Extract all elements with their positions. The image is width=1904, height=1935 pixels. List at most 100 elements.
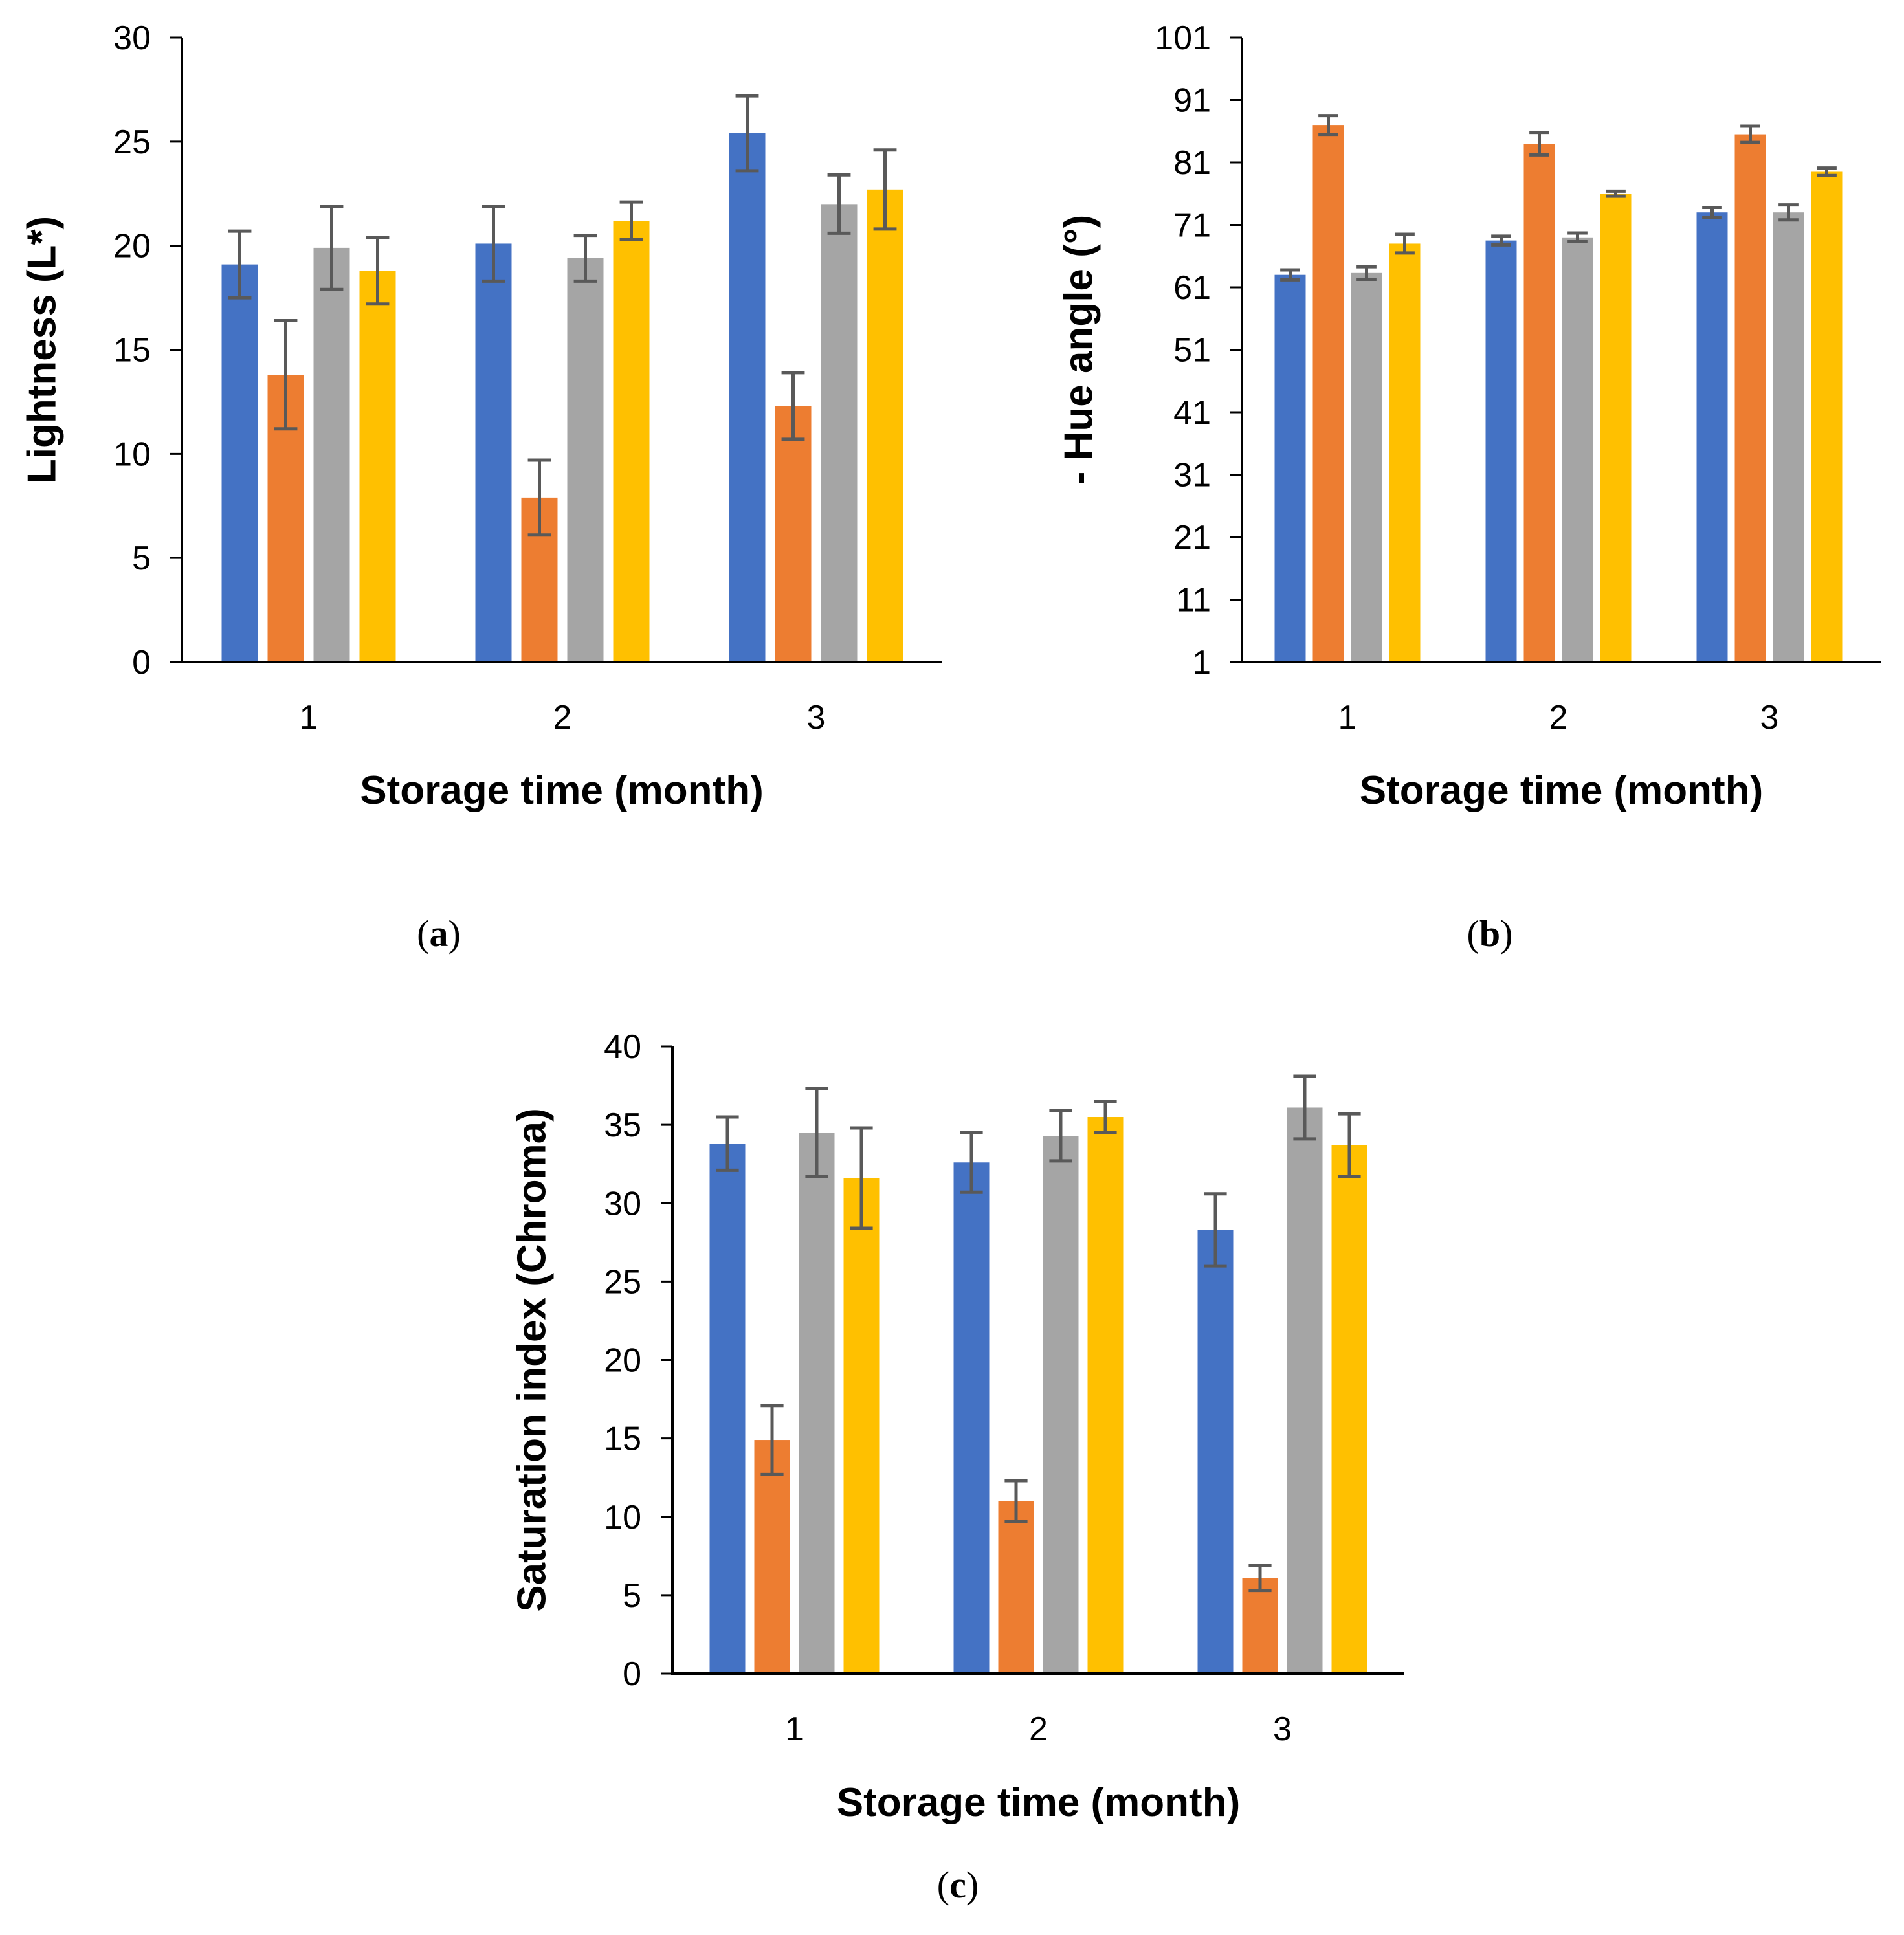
- error-bar-series-3-month-1: [1356, 265, 1377, 281]
- error-bar-series-3-month-3: [827, 173, 851, 235]
- bar-series-1-month-2: [1485, 240, 1517, 662]
- x-axis-title: Storage time (month): [1360, 768, 1763, 813]
- bar-series-3-month-1: [313, 247, 350, 663]
- error-bar-series-1-month-1: [228, 229, 252, 300]
- bar-series-3-month-2: [1043, 1136, 1079, 1674]
- y-tick-label: 30: [113, 19, 151, 57]
- error-bar-series-3-month-1: [805, 1087, 828, 1178]
- bar-series-3-month-3: [1287, 1107, 1323, 1674]
- y-axis-title: Saturation index (Chroma): [510, 1108, 555, 1612]
- y-tick-label: 30: [604, 1185, 641, 1222]
- bar-series-3-month-1: [799, 1133, 835, 1674]
- y-tick-label: 31: [1173, 457, 1211, 494]
- error-bar-series-4-month-2: [1606, 189, 1626, 198]
- y-tick-label: 15: [604, 1421, 641, 1458]
- x-tick-label: 3: [1273, 1710, 1292, 1748]
- y-tick-label: 5: [132, 540, 151, 577]
- error-bar-series-4-month-3: [1338, 1112, 1361, 1178]
- x-tick-label: 2: [1549, 699, 1568, 736]
- y-tick-label: 35: [604, 1107, 641, 1144]
- error-bar-series-4-month-2: [1094, 1100, 1117, 1134]
- y-tick-label: 10: [113, 436, 151, 473]
- y-tick-label: 25: [604, 1263, 641, 1301]
- error-bar-series-4-month-1: [1395, 232, 1415, 255]
- error-bar-series-3-month-2: [1049, 1109, 1072, 1163]
- bar-series-4-month-1: [359, 271, 396, 662]
- y-tick-label: 71: [1173, 207, 1211, 245]
- x-tick-label: 2: [553, 699, 572, 736]
- y-tick-label: 1: [1192, 644, 1211, 681]
- error-bar-series-3-month-3: [1293, 1074, 1316, 1141]
- bar-series-1-month-1: [221, 264, 258, 662]
- y-tick-label: 20: [113, 228, 151, 265]
- bar-series-2-month-2: [998, 1501, 1034, 1674]
- error-bar-series-1-month-1: [716, 1115, 739, 1172]
- error-bar-series-2-month-3: [1740, 124, 1760, 144]
- bar-series-1-month-3: [1197, 1230, 1234, 1674]
- y-tick-label: 20: [604, 1342, 641, 1380]
- error-bar-series-2-month-1: [760, 1404, 784, 1476]
- error-bar-series-2-month-2: [1529, 131, 1549, 157]
- error-bar-series-4-month-1: [366, 236, 390, 306]
- bar-series-1-month-3: [1696, 212, 1728, 662]
- bar-series-4-month-2: [613, 221, 650, 663]
- bar-series-1-month-3: [729, 133, 766, 662]
- error-bar-series-4-month-3: [873, 148, 897, 231]
- x-tick-label: 1: [300, 699, 318, 736]
- bar-series-4-month-1: [1389, 243, 1421, 662]
- error-bar-series-2-month-3: [1248, 1564, 1272, 1593]
- bar-series-4-month-2: [1087, 1117, 1124, 1674]
- caption-close-paren: ): [448, 912, 461, 955]
- bar-series-1-month-1: [1274, 274, 1306, 662]
- error-bar-series-3-month-2: [1567, 231, 1588, 244]
- y-tick-label: 11: [1176, 582, 1211, 619]
- caption-close-paren: ): [1500, 912, 1512, 955]
- error-bar-series-3-month-3: [1778, 203, 1799, 222]
- caption-open-paren: (: [937, 1864, 949, 1906]
- bar-series-4-month-3: [1331, 1145, 1367, 1674]
- bar-series-2-month-3: [1242, 1578, 1278, 1674]
- bar-series-3-month-2: [567, 258, 604, 662]
- y-tick-label: 15: [113, 332, 151, 370]
- error-bar-series-2-month-3: [781, 371, 805, 441]
- y-tick-label: 41: [1173, 394, 1211, 432]
- x-tick-label: 2: [1029, 1710, 1048, 1748]
- bar-series-2-month-3: [775, 406, 812, 662]
- bar-series-1-month-2: [475, 243, 512, 662]
- bar-series-2-month-1: [1312, 125, 1344, 663]
- bar-series-4-month-3: [1811, 171, 1843, 663]
- bar-series-2-month-2: [1523, 144, 1555, 663]
- error-bar-series-1-month-3: [735, 94, 759, 173]
- caption-open-paren: (: [1467, 912, 1479, 955]
- error-bar-series-2-month-1: [1318, 114, 1338, 137]
- error-bar-series-3-month-1: [320, 205, 344, 291]
- bar-series-2-month-3: [1734, 134, 1766, 662]
- bar-series-3-month-2: [1562, 237, 1593, 662]
- x-tick-label: 3: [1760, 699, 1779, 736]
- error-bar-series-4-month-2: [619, 200, 643, 241]
- error-bar-series-1-month-2: [960, 1131, 983, 1194]
- bar-series-2-month-1: [754, 1440, 790, 1674]
- bar-series-1-month-2: [953, 1162, 990, 1674]
- error-bar-series-1-month-2: [482, 205, 505, 283]
- error-bar-series-2-month-1: [274, 318, 298, 431]
- error-bar-series-4-month-3: [1817, 166, 1837, 177]
- error-bar-series-1-month-1: [1280, 268, 1300, 282]
- error-bar-series-1-month-3: [1204, 1192, 1227, 1268]
- y-axis-title: Lightness (L*): [20, 216, 65, 483]
- x-axis-title: Storage time (month): [360, 768, 763, 813]
- error-bar-series-2-month-2: [1004, 1479, 1028, 1523]
- panel-caption: (a): [417, 912, 461, 955]
- x-tick-label: 1: [785, 1710, 804, 1748]
- bar-series-4-month-2: [1600, 194, 1632, 662]
- y-tick-label: 81: [1173, 144, 1211, 182]
- y-tick-label: 61: [1173, 269, 1211, 307]
- error-bar-series-3-month-2: [573, 234, 597, 283]
- x-tick-label: 3: [807, 699, 826, 736]
- y-tick-label: 101: [1155, 19, 1211, 57]
- error-bar-series-4-month-1: [850, 1126, 873, 1230]
